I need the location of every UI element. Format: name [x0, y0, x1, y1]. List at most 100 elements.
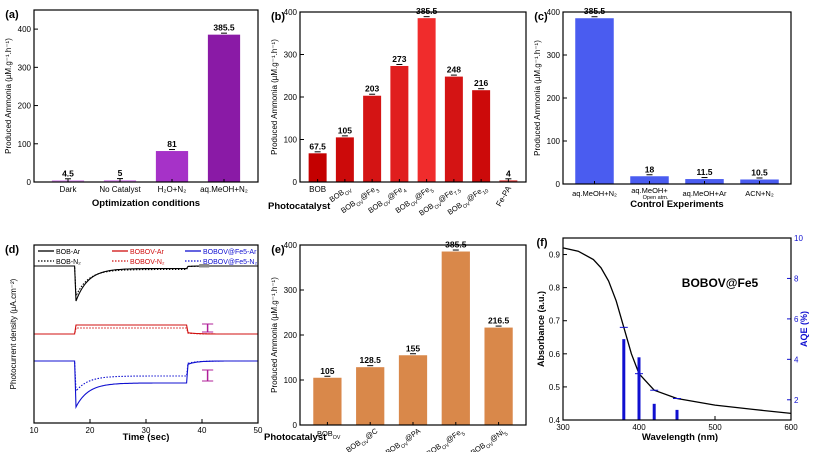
y-tick-label: 300 [284, 286, 298, 295]
bar-value-label: 105 [320, 366, 334, 376]
absorbance-line [562, 247, 792, 415]
x-tick-label-part: BOB [425, 442, 443, 452]
bar-value-label: 216.5 [488, 316, 510, 326]
y2-tick-label: 6 [794, 315, 799, 324]
y-tick-label: 200 [284, 331, 298, 340]
x-tick-label: BOBOV@C [344, 426, 381, 452]
y-tick-label: 0.4 [549, 416, 561, 425]
y-tick-label: 0 [556, 180, 561, 189]
x-tick-label-part: BOB [446, 200, 464, 216]
series-BOB-Ar [34, 265, 258, 302]
panel-f-frame [562, 237, 792, 421]
bar-value-label: 385.5 [213, 23, 235, 33]
x-tick-label: Dark [60, 185, 78, 194]
bar [575, 18, 614, 184]
panel-b: 010020030040067.5BOB105BOBOV203BOBOV@Fe3… [268, 6, 518, 219]
x-tick-label-part: BOB [328, 188, 346, 204]
panel-d: 10 20 30 40 50 Time (sec) Photocurrent density… [5, 244, 263, 443]
y-tick-label: 0 [293, 421, 298, 430]
y-axis-title: Produced Ammonia (µM.g⁻¹.h⁻¹) [270, 277, 279, 393]
bar-value-label: 5 [118, 168, 123, 178]
legend-label: BOBOV@Fe5-N₂ [203, 259, 257, 266]
x-axis-title: Control Experiments [630, 199, 723, 210]
panel-a: 0 100 200 300 400 4.5 Dark 5 No Catalyst 81 H₂O+N₂… [4, 9, 248, 209]
panel-b-frame [299, 11, 527, 183]
x-tick-label-part: BOB [384, 440, 402, 452]
x-tick-label-part: OV [462, 201, 472, 211]
bar [356, 367, 385, 425]
x-axis-title: Photocatalyst [264, 432, 327, 443]
x-tick-label-part: OV [361, 438, 371, 448]
y-axis-title: Photocurrent density (µA.cm⁻²) [9, 278, 18, 389]
panel-a-frame [33, 9, 259, 183]
bar-value-label: 4.5 [62, 168, 74, 178]
panel-label: (d) [5, 244, 19, 256]
x-tick-label: BOBOV@Fe5 [425, 426, 467, 452]
x-tick-label-part: BOB [417, 201, 435, 217]
x-tick-label-part: OV [441, 442, 451, 452]
panel-label: (e) [271, 244, 285, 256]
panel-label: (b) [271, 11, 285, 23]
y-tick-label: 400 [284, 241, 298, 250]
x-tick-label-part: @Fe [386, 185, 405, 202]
x-tick-label-part: BOB [339, 199, 357, 215]
x-tick-label-part: 5 [430, 188, 436, 195]
bar [472, 90, 491, 182]
y-axis-title: Absorbance (a.u.) [536, 291, 546, 367]
panel-c: 0 100 200 300 400 385.5 aq.MeOH+N₂ 18 aq.MeOH+Op… [533, 6, 779, 210]
x-tick-label: BOBOV@Fe10 [446, 183, 490, 219]
bar-value-label: 248 [447, 65, 461, 75]
y-tick-label: 400 [18, 25, 32, 34]
x-tick-label-part: OV [485, 441, 495, 451]
y-axis-title: Produced Ammonia (µM.g⁻¹.h⁻¹) [533, 40, 542, 156]
x-tick-label-part: OV [410, 199, 420, 209]
y-tick-label: 0 [293, 178, 298, 187]
bar [444, 76, 463, 182]
x-tick-label-part: @Fe [465, 187, 484, 204]
x-tick-label-part: OV [400, 441, 410, 451]
bar-value-label: 10.5 [751, 167, 768, 177]
legend-label: BOBOV@Fe5-Ar [203, 249, 257, 256]
panel-label: (f) [537, 237, 548, 249]
bar-value-label: 155 [406, 343, 420, 353]
x-tick-label-part: @PA [403, 426, 422, 443]
x-tick-label-part: @Fe [436, 187, 455, 204]
legend-label: BOB-N₂ [56, 259, 81, 266]
bar [441, 251, 470, 425]
x-tick-label: aq.MeOH+ [631, 186, 668, 195]
bar [308, 153, 327, 182]
x-tick-label-part: 5 [461, 431, 467, 438]
bar-value-label: 18 [645, 164, 655, 174]
panel-d-frame [33, 244, 259, 424]
y-tick-label: 100 [547, 137, 561, 146]
series-Fe5-Ar [34, 360, 258, 410]
y-tick-label: 0.6 [549, 350, 561, 359]
x-tick-label-part: @Ni [488, 428, 505, 444]
y2-tick-label: 10 [794, 234, 803, 243]
x-tick-label: BOBOV@PA [384, 426, 424, 452]
panel-label: (a) [5, 9, 19, 21]
x-tick-label-part: BOB [469, 441, 487, 452]
bar [390, 65, 409, 182]
bar-value-label: 4 [506, 168, 511, 178]
x-tick-label-part: OV [356, 199, 366, 209]
y-tick-label: 200 [284, 93, 298, 102]
bar [484, 327, 513, 425]
legend-label: BOBOV-Ar [130, 249, 165, 256]
bar [417, 18, 436, 182]
x-tick-label: aq.MeOH+Ar [683, 189, 727, 198]
x-tick-label: aq.MeOH+N₂ [200, 185, 248, 194]
bar-value-label: 385.5 [584, 6, 606, 16]
panel-e-frame [299, 244, 527, 426]
bar [313, 377, 342, 425]
y2-tick-label: 8 [794, 274, 799, 283]
x-tick-label: 40 [198, 426, 207, 435]
x-tick-label: Fe-PA [494, 184, 513, 208]
y-axis-title: Produced Ammonia (µM.g⁻¹.h⁻¹) [4, 38, 13, 154]
y-tick-label: 0 [27, 178, 32, 187]
legend-label: BOB-Ar [56, 249, 81, 256]
x-tick-label: BOB [309, 185, 326, 194]
x-tick-label: No Catalyst [99, 185, 141, 194]
y-tick-label: 400 [547, 8, 561, 17]
